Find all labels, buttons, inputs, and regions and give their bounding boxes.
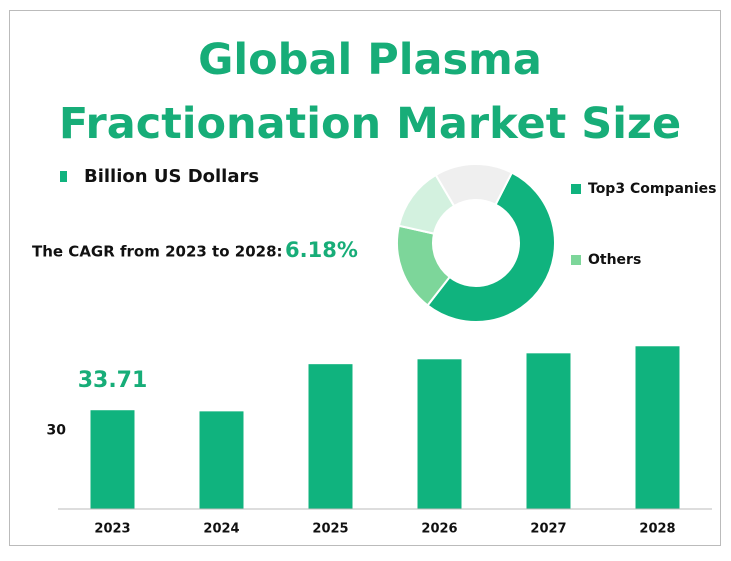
legend-swatch xyxy=(571,184,581,194)
legend-label: Others xyxy=(588,252,641,268)
legend-label: Top3 Companies xyxy=(588,181,717,197)
title: Global Plasma Fractionation Market Size xyxy=(58,35,682,149)
y-tick-label: 30 xyxy=(47,422,67,438)
value-label: 33.71 xyxy=(78,368,148,393)
bar xyxy=(526,353,571,509)
cagr-value: 6.18% xyxy=(285,238,358,262)
bar xyxy=(199,411,244,509)
legend-swatch xyxy=(60,171,67,182)
pie-slice xyxy=(434,163,514,208)
x-tick-label: 2027 xyxy=(530,522,566,537)
bar xyxy=(417,359,462,509)
bar xyxy=(90,410,135,509)
x-tick-label: 2028 xyxy=(639,522,675,537)
legend-swatch xyxy=(571,255,581,265)
legend-label: Billion US Dollars xyxy=(84,166,259,187)
x-tick-label: 2026 xyxy=(421,522,457,537)
x-tick-label: 2023 xyxy=(94,522,130,537)
pie-slice xyxy=(426,171,556,323)
x-tick-label: 2025 xyxy=(312,522,348,537)
cagr-label: The CAGR from 2023 to 2028: xyxy=(32,243,283,261)
x-tick-label: 2024 xyxy=(203,522,239,537)
frame xyxy=(9,10,721,546)
bar xyxy=(635,346,680,509)
bar xyxy=(308,364,353,509)
